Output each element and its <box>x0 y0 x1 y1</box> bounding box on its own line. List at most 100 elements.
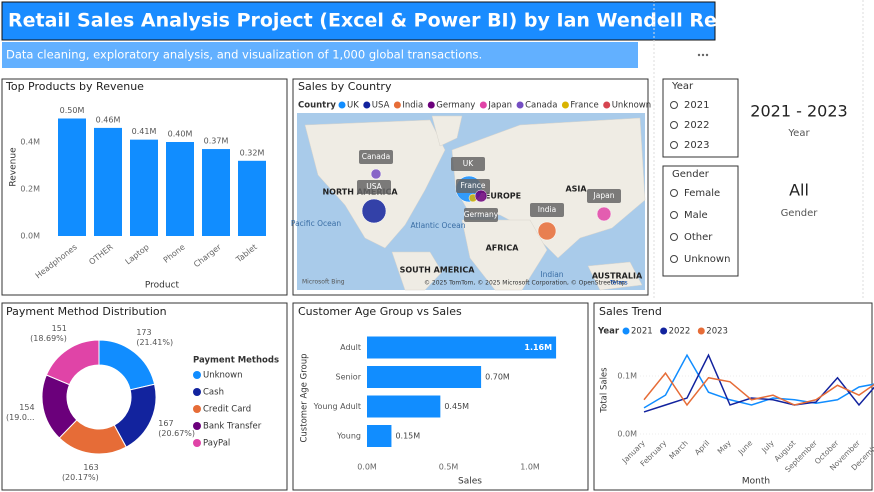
y-tick-label: Adult <box>340 343 361 352</box>
chart-title: Sales Trend <box>599 305 662 318</box>
x-tick-label: 0.5M <box>439 463 459 472</box>
map-bubble[interactable] <box>361 198 387 224</box>
map-bubble[interactable] <box>474 189 488 203</box>
line-series <box>643 371 874 407</box>
y-tick-label: 0.1M <box>617 372 637 381</box>
bar <box>58 118 86 236</box>
x-axis-label: Month <box>742 477 770 487</box>
legend-label: 2023 <box>706 327 728 337</box>
legend-label: Canada <box>525 101 557 111</box>
legend-marker <box>697 327 705 335</box>
legend-label: Unknown <box>612 101 651 111</box>
legend-marker <box>622 327 630 335</box>
slicer-option[interactable]: 2023 <box>684 140 709 151</box>
y-axis-label: Revenue <box>9 147 19 187</box>
card-value: All <box>789 181 809 200</box>
legend-marker <box>193 405 201 413</box>
x-tick-label: 1.0M <box>520 463 540 472</box>
map-land <box>431 115 463 147</box>
map-region-label: AFRICA <box>486 244 520 253</box>
map-land <box>391 251 443 291</box>
map-callout-label: USA <box>366 182 382 191</box>
legend-label: France <box>570 101 598 111</box>
legend-marker <box>561 101 569 109</box>
legend-label: 2021 <box>631 327 653 337</box>
slicer-option[interactable]: Unknown <box>684 254 730 265</box>
data-label: (20.17%) <box>62 473 99 482</box>
radio[interactable] <box>670 101 678 109</box>
value-label: 0.46M <box>96 115 121 124</box>
chart-title: Payment Method Distribution <box>6 305 167 318</box>
map-bubble[interactable] <box>537 221 557 241</box>
slicer-option[interactable]: 2021 <box>684 100 709 111</box>
slicer-option[interactable]: Female <box>684 188 720 199</box>
legend-label: Credit Card <box>203 405 251 415</box>
slicer-box <box>662 165 739 277</box>
radio[interactable] <box>670 255 678 263</box>
more-options[interactable] <box>697 53 709 57</box>
radio[interactable] <box>670 233 678 241</box>
map-land <box>587 261 643 291</box>
slicer-option[interactable]: 2022 <box>684 120 709 131</box>
card-value: 2021 - 2023 <box>750 102 847 121</box>
map-bubble[interactable] <box>596 206 612 222</box>
map-region-label: Indian <box>540 270 563 279</box>
map-callout <box>464 208 498 222</box>
map-callout <box>359 150 393 164</box>
map-terms[interactable]: Terms <box>609 280 628 287</box>
subtitle-bar <box>2 42 638 68</box>
radio[interactable] <box>670 211 678 219</box>
value-label: 0.70M <box>485 373 510 382</box>
slicer-title: Year <box>671 81 694 92</box>
map-callout <box>587 189 621 203</box>
legend-label: 2022 <box>669 327 691 337</box>
data-label: 173 <box>136 328 151 337</box>
line-series <box>643 353 874 409</box>
data-label: (19.0... <box>6 413 35 422</box>
data-label: 151 <box>52 324 67 333</box>
slicer-title: Gender <box>672 169 710 180</box>
legend-label: Cash <box>203 388 224 398</box>
y-tick-label: Senior <box>336 373 362 382</box>
map-land <box>461 219 548 291</box>
map-region-label: ASIA <box>565 185 587 194</box>
radio[interactable] <box>670 189 678 197</box>
bar <box>94 127 122 236</box>
slicer-option[interactable]: Male <box>684 210 708 221</box>
radio[interactable] <box>670 141 678 149</box>
map-callout-label: UK <box>463 159 474 168</box>
legend-marker <box>427 101 435 109</box>
chart-title: Sales by Country <box>298 80 392 93</box>
legend-marker <box>193 422 201 430</box>
value-label: 0.40M <box>168 130 193 139</box>
map-bubble[interactable] <box>370 168 382 180</box>
map-callout <box>357 180 391 194</box>
y-tick-label: Young <box>336 432 361 441</box>
map-callout <box>456 179 490 193</box>
map-logo: Microsoft Bing <box>302 279 345 286</box>
bar <box>367 336 557 359</box>
legend-label: PayPal <box>203 439 230 449</box>
card-label: Gender <box>781 208 819 219</box>
x-axis-label: Product <box>145 281 180 291</box>
legend-title: Country <box>298 101 336 111</box>
y-tick-label: 0.4M <box>20 138 40 147</box>
legend-marker <box>479 101 487 109</box>
slicer-option[interactable]: Other <box>684 232 713 243</box>
legend-label: Unknown <box>203 371 242 381</box>
radio[interactable] <box>670 121 678 129</box>
map-region-label: SOUTH AMERICA <box>400 266 476 275</box>
legend-label: Germany <box>436 101 475 111</box>
legend-title: Payment Methods <box>193 356 279 366</box>
y-axis-label: Total Sales <box>600 367 610 414</box>
legend-label: India <box>402 101 423 111</box>
legend-marker <box>393 101 401 109</box>
map-callout-label: France <box>461 181 486 190</box>
y-tick-label: 0.2M <box>20 185 40 194</box>
y-tick-label: 0.0M <box>20 232 40 241</box>
map-callout <box>530 203 564 217</box>
chart-title: Customer Age Group vs Sales <box>298 305 462 318</box>
bar <box>367 395 441 418</box>
map-region-label: Atlantic Ocean <box>411 221 466 230</box>
